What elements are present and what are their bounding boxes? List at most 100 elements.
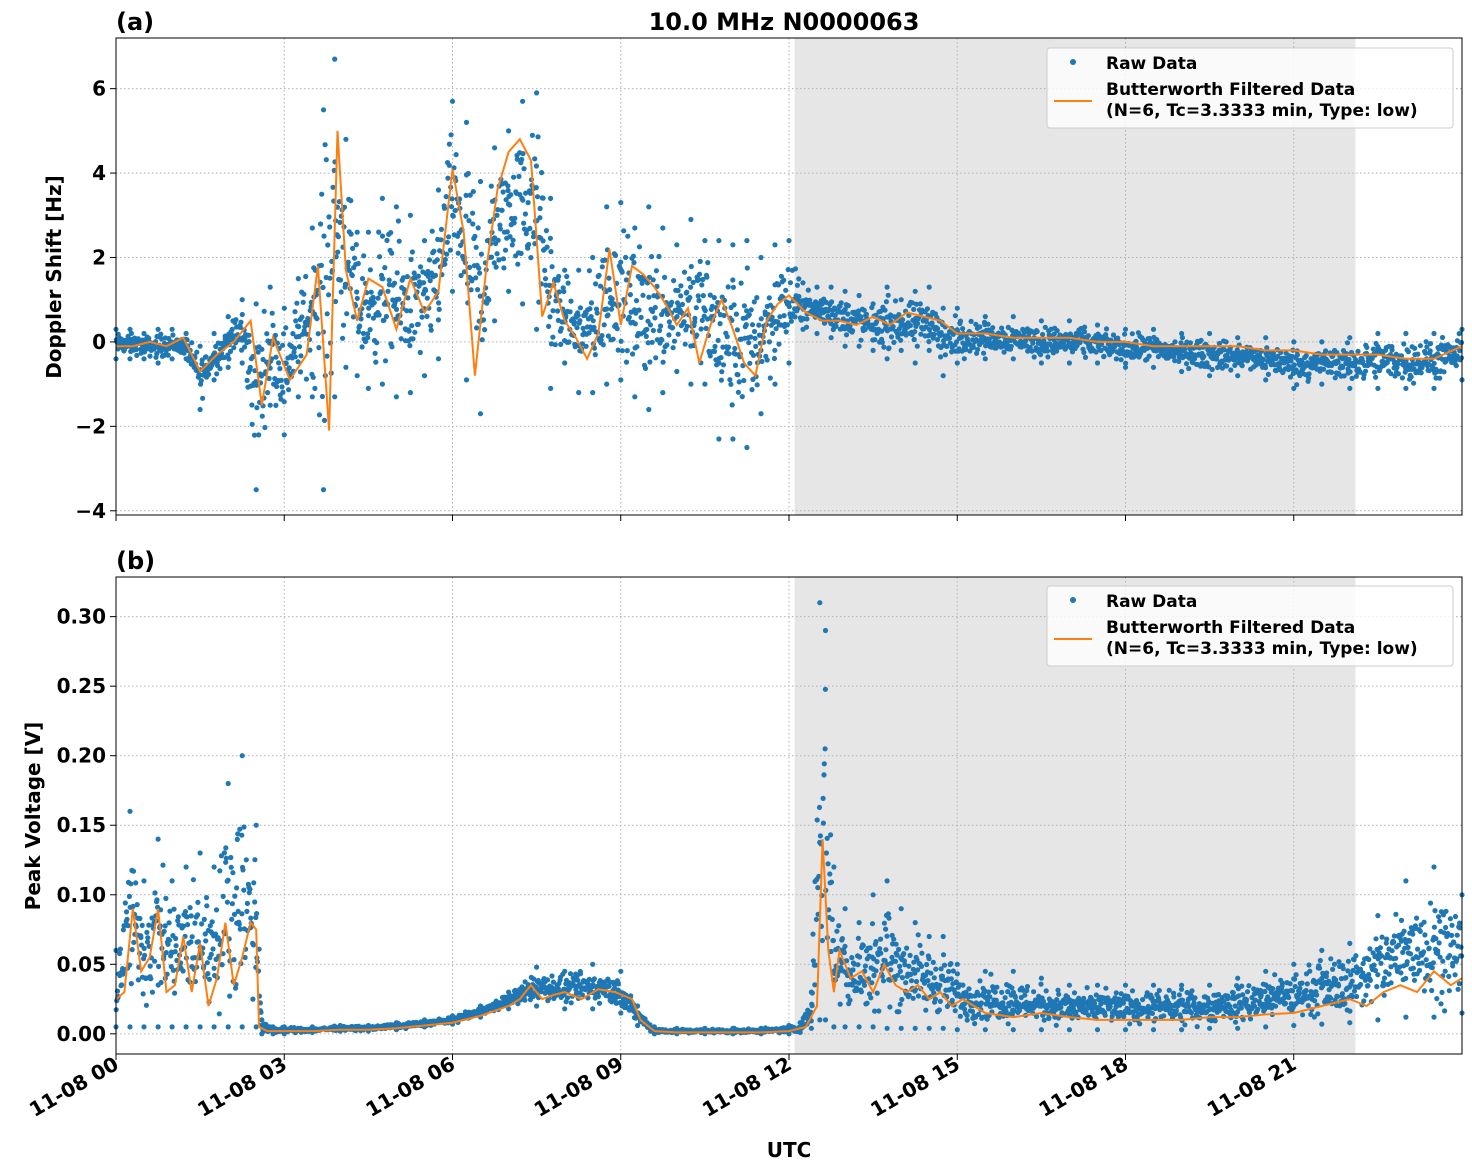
raw-data-point (251, 880, 257, 886)
raw-data-point (759, 358, 765, 365)
raw-data-point (700, 276, 706, 283)
raw-data-point (337, 277, 344, 283)
raw-data-point (937, 982, 943, 988)
raw-data-point (1291, 385, 1297, 391)
raw-data-point (211, 965, 217, 971)
raw-data-point (671, 278, 677, 284)
raw-data-point (161, 928, 167, 935)
raw-data-point (1173, 1008, 1179, 1014)
raw-data-point (330, 184, 336, 190)
raw-data-point (188, 913, 194, 919)
raw-data-point (188, 939, 194, 945)
raw-data-point (656, 253, 662, 260)
raw-data-point (777, 314, 783, 320)
raw-data-point (395, 218, 401, 224)
raw-data-point (764, 357, 770, 363)
raw-data-point (320, 107, 327, 113)
raw-data-point (614, 326, 620, 332)
raw-data-point (1263, 377, 1269, 383)
raw-data-point (679, 301, 686, 307)
raw-data-point (891, 936, 897, 942)
raw-data-point (964, 1012, 970, 1019)
raw-data-point (917, 301, 923, 307)
raw-data-point (1082, 324, 1088, 330)
raw-data-point (1044, 348, 1051, 354)
raw-data-point (200, 395, 206, 401)
raw-data-point (486, 297, 492, 303)
raw-data-point (526, 241, 532, 248)
raw-data-point (303, 376, 309, 382)
raw-data-point (236, 921, 242, 928)
raw-data-point (354, 373, 360, 379)
raw-data-point (987, 994, 993, 1000)
raw-data-point (778, 273, 785, 279)
raw-data-point (213, 907, 220, 913)
raw-data-point (244, 908, 250, 915)
raw-data-point (619, 269, 625, 275)
raw-data-point (688, 381, 694, 387)
raw-data-point (627, 292, 634, 298)
raw-data-point (825, 861, 831, 867)
raw-data-point (1198, 337, 1204, 343)
raw-data-point (593, 281, 599, 287)
raw-data-point (1294, 352, 1300, 358)
raw-data-point (126, 893, 132, 900)
raw-data-point (343, 136, 349, 142)
raw-data-point (145, 935, 151, 941)
raw-data-point (407, 212, 413, 218)
raw-data-point (928, 970, 934, 976)
raw-data-point (892, 298, 899, 304)
raw-data-point (475, 287, 481, 293)
raw-data-point (1118, 1009, 1124, 1016)
raw-data-point (946, 968, 952, 975)
raw-data-point (623, 254, 629, 260)
raw-data-point (345, 259, 351, 265)
raw-data-point (281, 331, 287, 337)
raw-data-point (947, 335, 953, 341)
raw-data-point (862, 321, 868, 327)
raw-data-point (992, 989, 998, 995)
raw-data-point (918, 963, 925, 970)
raw-data-point (321, 417, 328, 423)
raw-data-point (1224, 363, 1230, 369)
raw-data-point (837, 1001, 843, 1007)
raw-data-point (301, 291, 307, 297)
raw-data-point (968, 318, 974, 324)
raw-data-point (750, 352, 757, 358)
raw-data-point (209, 919, 215, 925)
raw-data-point (228, 854, 234, 861)
raw-data-point (1129, 331, 1135, 337)
raw-data-point (425, 273, 431, 279)
raw-data-point (957, 1013, 964, 1019)
raw-data-point (604, 381, 610, 387)
raw-data-point (379, 195, 385, 201)
raw-data-point (197, 406, 203, 413)
raw-data-point (203, 354, 209, 360)
raw-data-point (809, 1003, 815, 1009)
raw-data-point (366, 305, 372, 311)
raw-data-point (128, 981, 134, 987)
raw-data-point (204, 903, 210, 909)
raw-data-point (1176, 358, 1182, 364)
raw-data-point (618, 377, 624, 383)
raw-data-point (692, 315, 698, 321)
raw-data-point (697, 258, 703, 264)
raw-data-point (1188, 1010, 1194, 1016)
raw-data-point (1166, 987, 1172, 993)
raw-data-point (1228, 367, 1234, 373)
raw-data-point (934, 337, 941, 343)
raw-data-point (166, 937, 173, 943)
raw-data-point (544, 977, 551, 983)
raw-data-point (1375, 330, 1381, 337)
raw-data-point (223, 855, 229, 861)
raw-data-point (206, 976, 212, 982)
raw-data-point (128, 881, 134, 887)
raw-data-point (377, 254, 383, 260)
legend-raw-marker (1070, 59, 1076, 65)
raw-data-point (239, 360, 245, 366)
raw-data-point (508, 192, 514, 198)
raw-data-point (419, 314, 425, 320)
raw-data-point (650, 308, 656, 315)
raw-data-point (281, 432, 287, 438)
